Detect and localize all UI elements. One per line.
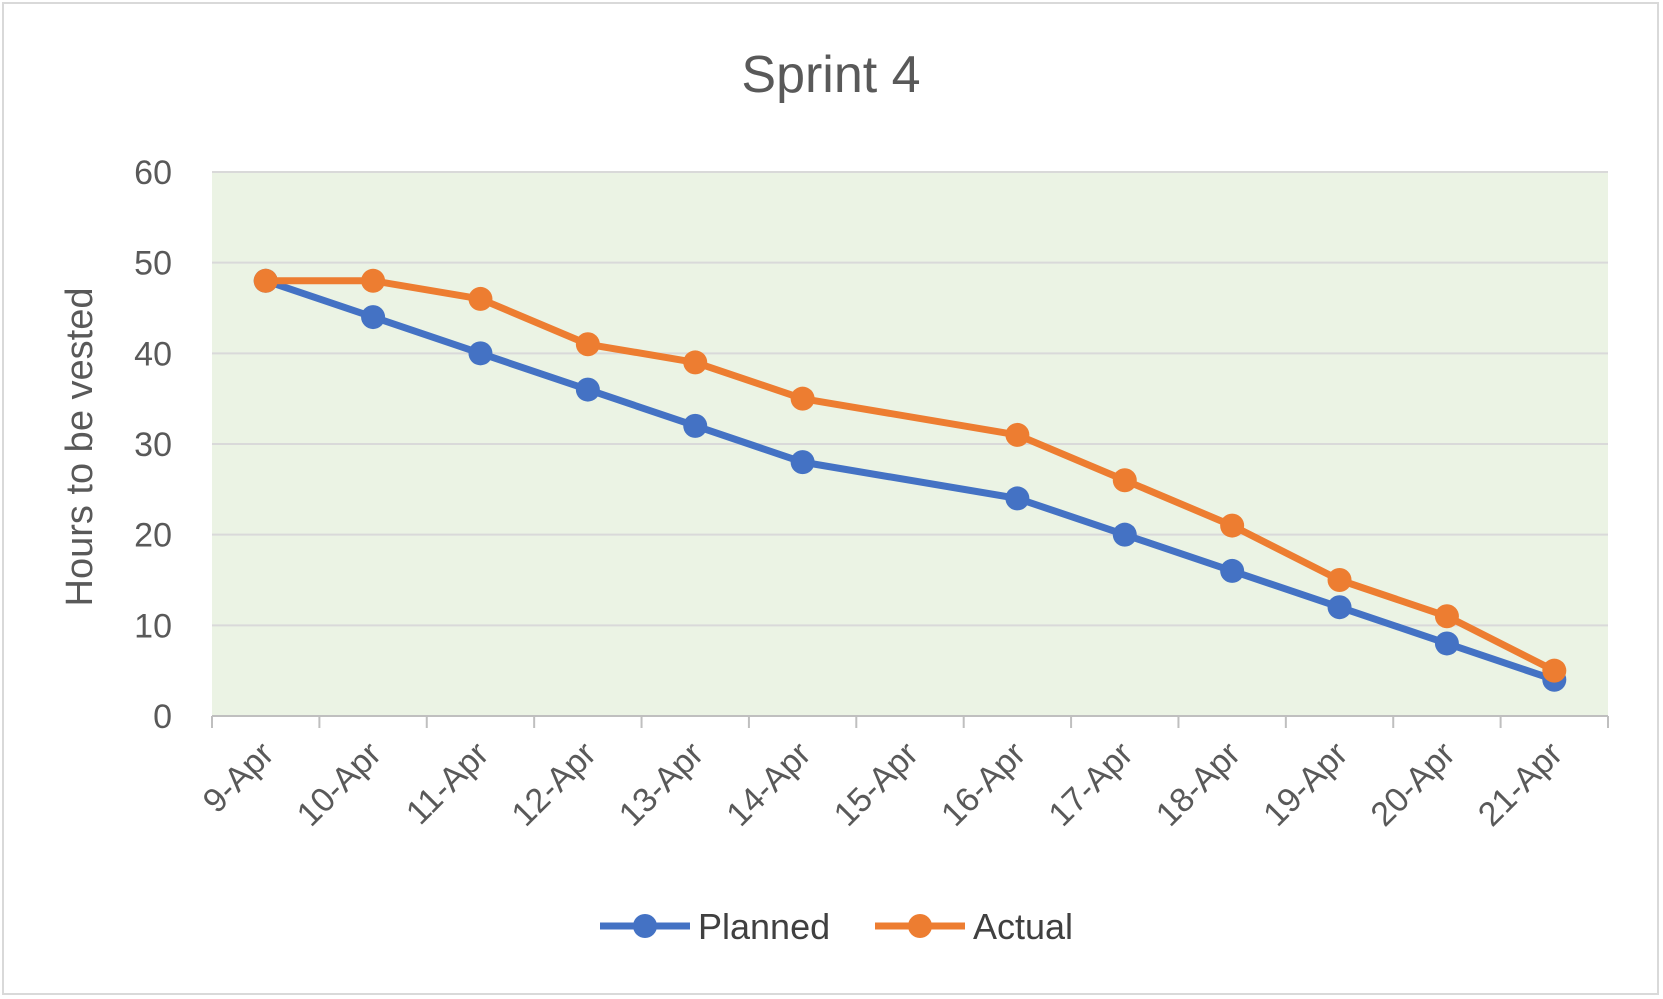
x-tick-label: 20-Apr xyxy=(1364,735,1463,834)
data-point-planned xyxy=(1327,595,1352,620)
data-point-planned xyxy=(1434,631,1459,656)
x-axis xyxy=(211,715,1609,728)
x-tick-label: 9-Apr xyxy=(196,735,282,821)
y-tick-label: 50 xyxy=(134,245,172,283)
data-point-planned xyxy=(575,377,600,402)
data-point-planned xyxy=(468,341,493,366)
data-point-planned xyxy=(683,413,708,438)
data-point-planned xyxy=(1112,522,1137,547)
data-point-planned xyxy=(1005,486,1030,511)
data-point-actual xyxy=(1327,568,1352,592)
y-axis: 0 10 20 30 40 50 60 xyxy=(134,154,172,736)
data-point-actual xyxy=(1434,604,1459,629)
y-tick-label: 60 xyxy=(134,154,172,192)
x-tick-label: 14-Apr xyxy=(719,735,818,834)
y-axis-title: Hours to be vested xyxy=(59,288,101,607)
series-line-actual xyxy=(265,277,1556,674)
data-point-actual xyxy=(468,286,493,311)
x-tick-label: 12-Apr xyxy=(504,735,603,834)
x-tick-label: 13-Apr xyxy=(612,735,711,834)
legend-label-planned: Planned xyxy=(698,906,830,947)
x-tick-label: 18-Apr xyxy=(1149,735,1248,834)
data-point-actual xyxy=(1220,513,1245,538)
x-tick-label: 11-Apr xyxy=(399,735,496,832)
x-tick-labels: 9-Apr 10-Apr 11-Apr 12-Apr 13-Apr 14-Apr 15-Ap… xyxy=(196,735,1570,834)
x-tick-label: 19-Apr xyxy=(1256,735,1355,834)
data-point-actual xyxy=(1005,422,1030,447)
x-tick-label: 21-Apr xyxy=(1471,735,1570,834)
data-point-actual xyxy=(790,386,815,411)
data-point-actual xyxy=(1112,468,1137,493)
y-tick-label: 40 xyxy=(134,335,172,373)
x-tick-label: 17-Apr xyxy=(1041,735,1140,834)
series-line-planned xyxy=(264,277,1556,684)
legend-marker-actual xyxy=(908,914,932,938)
series-layer xyxy=(253,268,1567,692)
y-tick-label: 30 xyxy=(134,426,172,464)
data-point-planned xyxy=(790,450,815,475)
y-tick-label: 10 xyxy=(134,607,172,645)
data-point-planned xyxy=(361,305,386,330)
data-point-actual xyxy=(361,268,386,293)
data-point-actual xyxy=(1542,658,1567,683)
data-point-planned xyxy=(1220,558,1245,583)
legend-marker-planned xyxy=(633,914,657,938)
legend: Planned Actual xyxy=(600,906,1073,947)
legend-label-actual: Actual xyxy=(973,906,1073,947)
y-tick-label: 20 xyxy=(134,517,172,555)
data-point-actual xyxy=(575,332,600,357)
data-point-actual xyxy=(253,268,278,293)
chart-title: Sprint 4 xyxy=(741,46,920,104)
data-point-actual xyxy=(683,350,708,375)
x-tick-label: 15-Apr xyxy=(827,735,926,834)
x-tick-label: 10-Apr xyxy=(290,735,389,834)
y-tick-label: 0 xyxy=(153,698,172,736)
x-tick-label: 16-Apr xyxy=(934,735,1033,834)
gridlines xyxy=(212,171,1608,627)
